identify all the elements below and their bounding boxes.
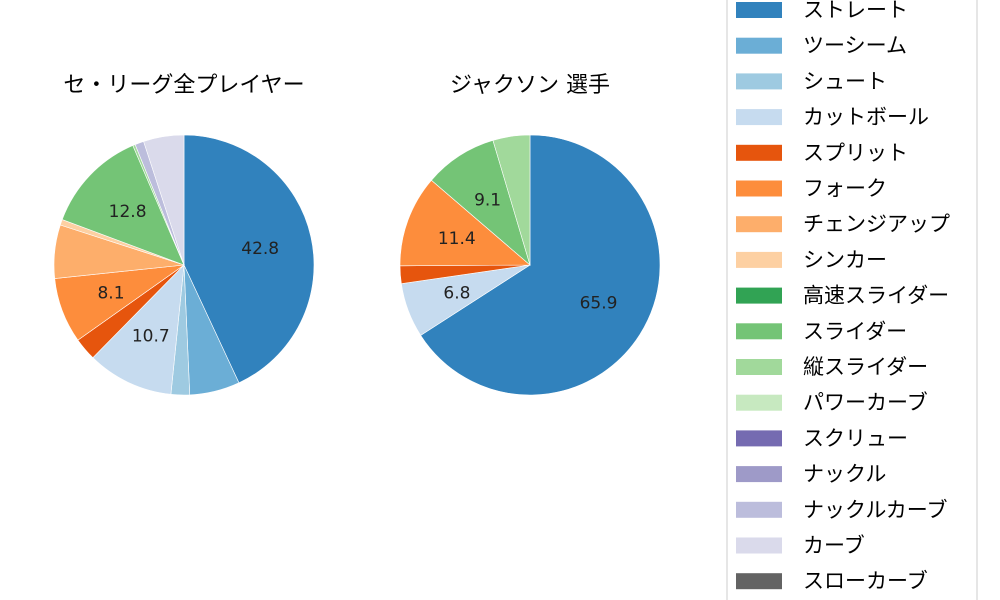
pie-title-player: ジャクソン 選手	[450, 73, 610, 98]
legend-swatch	[736, 216, 782, 233]
slice-percent-label: 6.8	[443, 283, 470, 303]
pie-slice	[183, 134, 315, 384]
legend-swatch	[736, 2, 782, 18]
legend-swatch	[736, 251, 782, 268]
legend-swatch	[736, 394, 782, 411]
legend: ストレートツーシームシュートカットボールスプリットフォークチェンジアップシンカー…	[726, 0, 978, 600]
legend-swatch	[736, 501, 782, 518]
slice-percent-label: 9.1	[474, 191, 501, 211]
slice-percent-label: 42.8	[241, 239, 279, 259]
legend-swatch	[736, 573, 782, 590]
pie-slice	[61, 145, 185, 266]
pie-slice	[92, 264, 185, 395]
legend-label: シンカー	[803, 248, 887, 272]
legend-label: ストレート	[803, 0, 908, 22]
legend-swatch	[736, 323, 782, 340]
legend-label: スクリュー	[803, 426, 908, 450]
legend-swatch	[736, 180, 782, 197]
legend-label: カーブ	[803, 534, 865, 558]
legend-label: スライダー	[803, 319, 907, 343]
legend-label: ツーシーム	[803, 34, 907, 58]
slice-percent-label: 65.9	[580, 293, 618, 313]
legend-label: 高速スライダー	[803, 284, 949, 308]
legend-label: パワーカーブ	[803, 391, 928, 415]
legend-label: シュート	[803, 69, 887, 93]
legend-swatch	[736, 73, 782, 90]
legend-label: フォーク	[803, 177, 887, 201]
pie-slice	[399, 179, 531, 267]
legend-swatch	[736, 287, 782, 304]
slice-percent-label: 12.8	[109, 202, 147, 222]
pie-slice	[492, 134, 531, 266]
slice-percent-label: 10.7	[132, 327, 170, 347]
legend-label: 縦スライダー	[803, 355, 928, 379]
pie-title-league: セ・リーグ全プレイヤー	[63, 73, 304, 98]
legend-label: チェンジアップ	[803, 212, 950, 236]
legend-swatch	[736, 359, 782, 375]
legend-swatch	[736, 144, 782, 161]
legend-frame	[726, 0, 978, 600]
legend-swatch	[736, 430, 782, 447]
pie-slice	[143, 134, 185, 266]
legend-label: カットボール	[803, 105, 929, 129]
slice-percent-label: 11.4	[438, 229, 476, 249]
legend-label: ナックルカーブ	[803, 498, 947, 522]
pie-league: 42.8 10.7 8.1 12.8	[53, 134, 315, 396]
legend-swatch	[736, 466, 782, 483]
pie-slice	[420, 134, 661, 396]
legend-swatch	[736, 37, 782, 54]
legend-label: スプリット	[803, 141, 908, 165]
legend-swatch	[736, 109, 782, 126]
legend-label: ナックル	[803, 462, 886, 486]
slice-percent-label: 8.1	[97, 284, 124, 304]
pie-player: 65.9 6.8 11.4 9.1	[399, 134, 661, 396]
legend-swatch	[736, 537, 782, 554]
legend-label: スローカーブ	[803, 569, 928, 593]
